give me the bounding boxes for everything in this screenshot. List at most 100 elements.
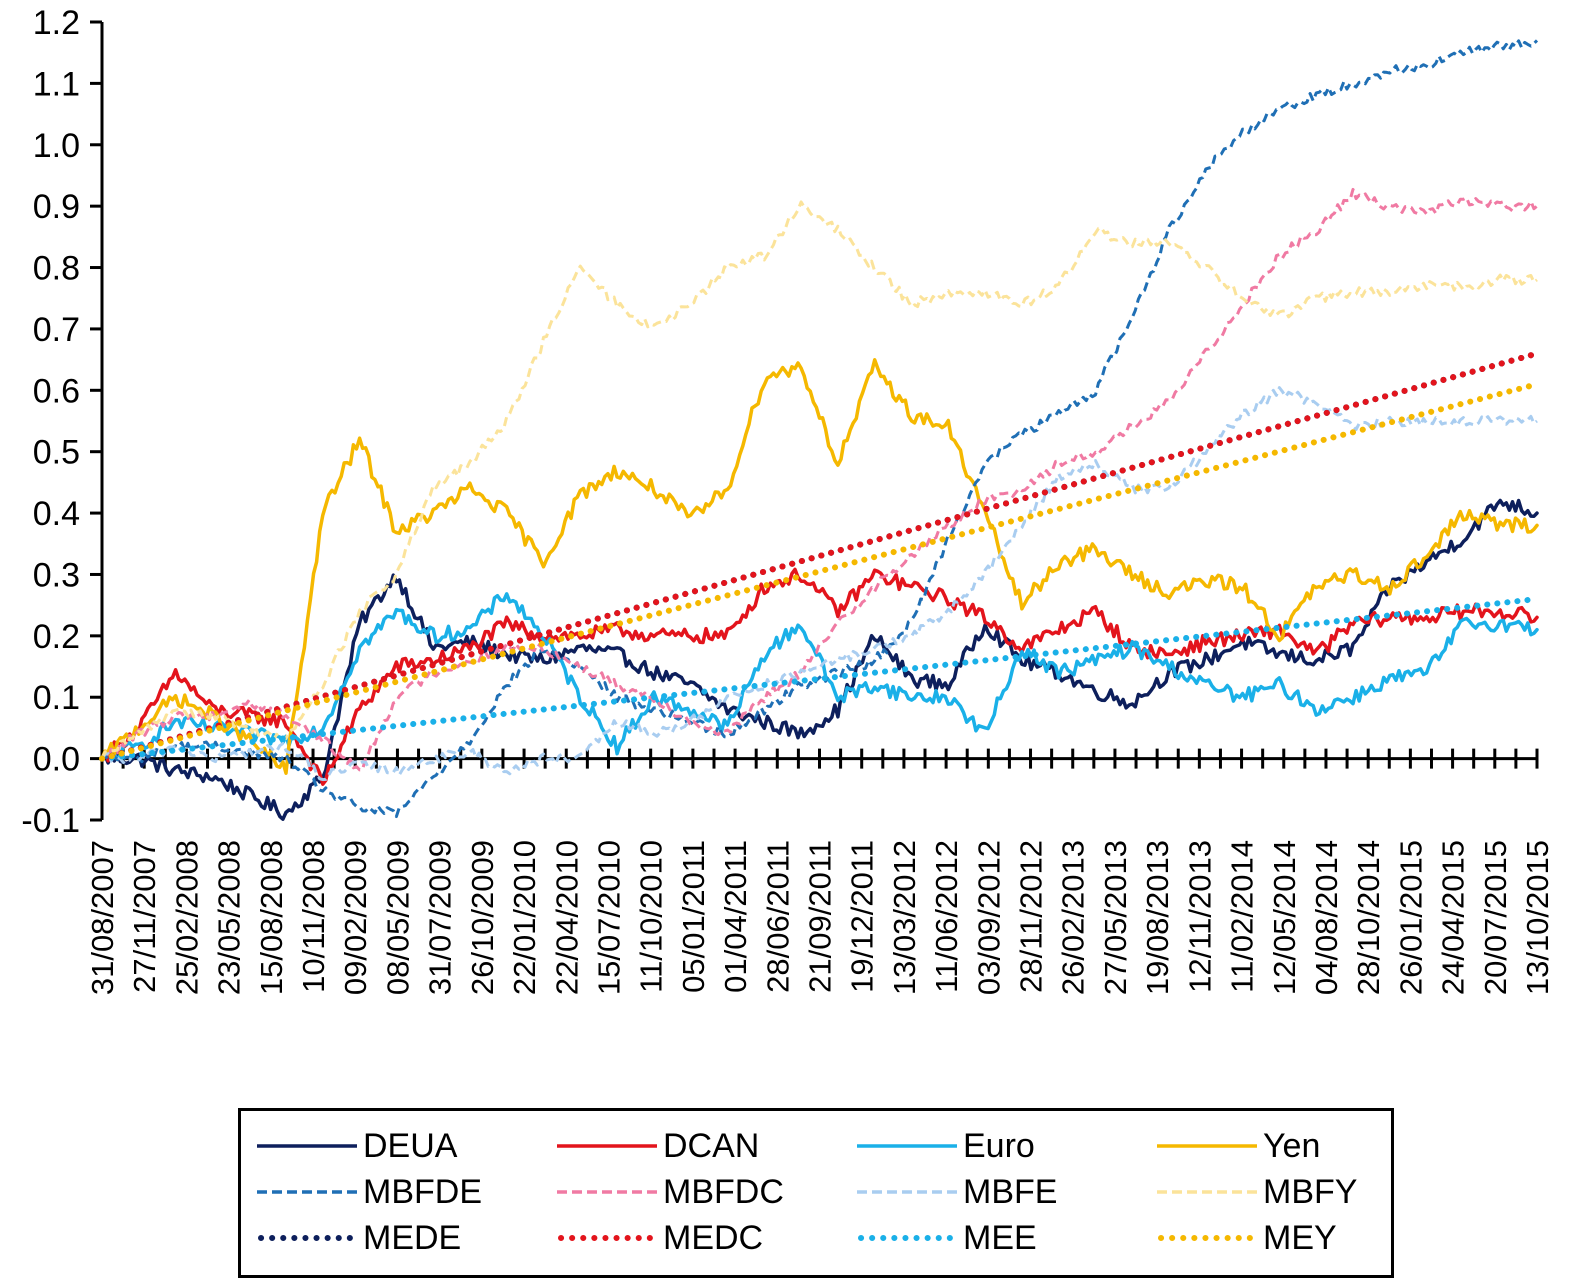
- y-tick-label: 1.1: [33, 65, 80, 103]
- x-tick-label: 15/08/2008: [254, 840, 289, 995]
- x-tick-label: 13/03/2012: [887, 840, 922, 995]
- legend-label: MEDE: [363, 1218, 462, 1257]
- legend-label: DCAN: [663, 1126, 760, 1165]
- legend-item-mbfy: MBFY: [1157, 1170, 1357, 1214]
- x-tick-label: 23/05/2008: [212, 840, 247, 995]
- legend-label: MEY: [1263, 1218, 1337, 1257]
- x-tick-label: 28/06/2011: [760, 840, 795, 993]
- legend-item-mbfde: MBFDE: [257, 1170, 482, 1214]
- y-tick-label: 0.0: [33, 741, 80, 779]
- x-tick-label: 26/10/2009: [465, 840, 500, 995]
- legend-label: MEE: [963, 1218, 1037, 1257]
- x-tick-label: 03/09/2012: [971, 840, 1006, 995]
- series-line-euro: [100, 592, 1539, 762]
- series-line-mee: [99, 596, 1540, 762]
- legend-item-dcan: DCAN: [557, 1124, 759, 1168]
- x-tick-label: 28/11/2012: [1014, 840, 1049, 993]
- legend-label: MBFE: [963, 1172, 1058, 1211]
- legend-swatch: [257, 1144, 357, 1148]
- series-line-medc: [99, 350, 1540, 762]
- tick-labels: -0.1 0.0 0.1 0.2 0.3 0.4 0.5 0.6 0.7 0.8 0.9 1.0 1.1…: [21, 4, 1555, 995]
- legend-label: MBFDE: [363, 1172, 482, 1211]
- y-tick-label: 0.1: [33, 679, 80, 717]
- x-tick-label: 27/05/2013: [1098, 840, 1133, 995]
- legend-swatch: [857, 1144, 957, 1148]
- legend-item-mede: MEDE: [257, 1216, 461, 1260]
- x-tick-label: 01/04/2011: [718, 840, 753, 993]
- legend-swatch: [858, 1235, 956, 1241]
- y-tick-label: 1.0: [33, 127, 80, 165]
- x-tick-label: 20/07/2015: [1478, 840, 1513, 995]
- legend-item-mee: MEE: [857, 1216, 1037, 1260]
- y-tick-label: 0.4: [33, 495, 80, 533]
- x-tick-label: 08/05/2009: [380, 840, 415, 995]
- legend-swatch: [558, 1235, 656, 1241]
- y-tick-label: 0.2: [33, 618, 80, 656]
- legend-swatch: [557, 1190, 657, 1194]
- legend-label: Euro: [963, 1126, 1035, 1165]
- x-tick-label: 13/10/2015: [1520, 840, 1555, 995]
- legend-swatch: [1158, 1235, 1256, 1241]
- legend-swatch: [257, 1190, 357, 1194]
- series-line-mbfy: [100, 200, 1538, 760]
- x-tick-label: 15/07/2010: [591, 840, 626, 995]
- y-tick-label: 0.8: [33, 250, 80, 288]
- legend-label: Yen: [1263, 1126, 1321, 1165]
- y-tick-label: -0.1: [21, 802, 80, 840]
- legend-label: MBFDC: [663, 1172, 784, 1211]
- x-tick-label: 24/04/2015: [1436, 840, 1471, 995]
- legend-item-mbfe: MBFE: [857, 1170, 1057, 1214]
- x-tick-label: 31/07/2009: [423, 840, 458, 995]
- legend-label: DEUA: [363, 1126, 458, 1165]
- x-tick-label: 21/09/2011: [803, 840, 838, 993]
- x-tick-label: 28/10/2014: [1351, 840, 1386, 995]
- x-tick-label: 19/12/2011: [845, 840, 880, 993]
- series-line-mbfe: [100, 386, 1538, 782]
- axes: [90, 20, 1539, 822]
- y-tick-label: 0.3: [33, 556, 80, 594]
- x-tick-label: 26/01/2015: [1393, 840, 1428, 995]
- x-tick-label: 27/11/2007: [127, 840, 162, 993]
- series-layer: [99, 39, 1540, 821]
- x-tick-label: 11/10/2010: [634, 840, 669, 993]
- series-line-mbfde: [100, 39, 1539, 818]
- legend-swatch: [1157, 1190, 1257, 1194]
- x-tick-label: 09/02/2009: [338, 840, 373, 995]
- y-tick-label: 1.2: [33, 4, 80, 42]
- legend-item-medc: MEDC: [557, 1216, 763, 1260]
- x-tick-label: 22/01/2010: [507, 840, 542, 995]
- series-line-mbfdc: [100, 187, 1538, 772]
- x-tick-label: 25/02/2008: [169, 840, 204, 995]
- legend-swatch: [557, 1144, 657, 1148]
- legend-item-mey: MEY: [1157, 1216, 1337, 1260]
- x-tick-label: 10/11/2008: [296, 840, 331, 993]
- legend-swatch: [258, 1235, 356, 1241]
- x-tick-label: 04/08/2014: [1309, 840, 1344, 995]
- series-line-dcan: [100, 567, 1539, 786]
- legend: DEUA DCAN Euro Yen MBFDE MBFDC MBFE MBFY MEDE MED…: [238, 1108, 1394, 1278]
- x-tick-label: 31/08/2007: [85, 840, 120, 995]
- y-tick-label: 0.6: [33, 372, 80, 410]
- legend-item-euro: Euro: [857, 1124, 1035, 1168]
- x-tick-label: 19/08/2013: [1140, 840, 1175, 995]
- legend-swatch: [857, 1190, 957, 1194]
- legend-label: MBFY: [1263, 1172, 1358, 1211]
- x-tick-label: 05/01/2011: [676, 840, 711, 993]
- x-tick-label: 12/05/2014: [1267, 840, 1302, 995]
- y-tick-label: 0.7: [33, 311, 80, 349]
- y-tick-label: 0.5: [33, 434, 80, 472]
- line-chart: -0.1 0.0 0.1 0.2 0.3 0.4 0.5 0.6 0.7 0.8 0.9 1.0 1.1…: [21, 4, 1555, 995]
- legend-item-yen: Yen: [1157, 1124, 1320, 1168]
- x-tick-label: 22/04/2010: [549, 840, 584, 995]
- legend-swatch: [1157, 1144, 1257, 1148]
- x-tick-label: 26/02/2013: [1056, 840, 1091, 995]
- legend-label: MEDC: [663, 1218, 764, 1257]
- y-tick-label: 0.9: [33, 188, 80, 226]
- x-tick-label: 12/11/2013: [1182, 840, 1217, 993]
- legend-item-mbfdc: MBFDC: [557, 1170, 784, 1214]
- series-line-deua: [100, 498, 1539, 821]
- x-tick-label: 11/02/2014: [1225, 840, 1260, 993]
- series-line-yen: [100, 358, 1539, 775]
- legend-item-deua: DEUA: [257, 1124, 457, 1168]
- series-line-mey: [99, 381, 1540, 762]
